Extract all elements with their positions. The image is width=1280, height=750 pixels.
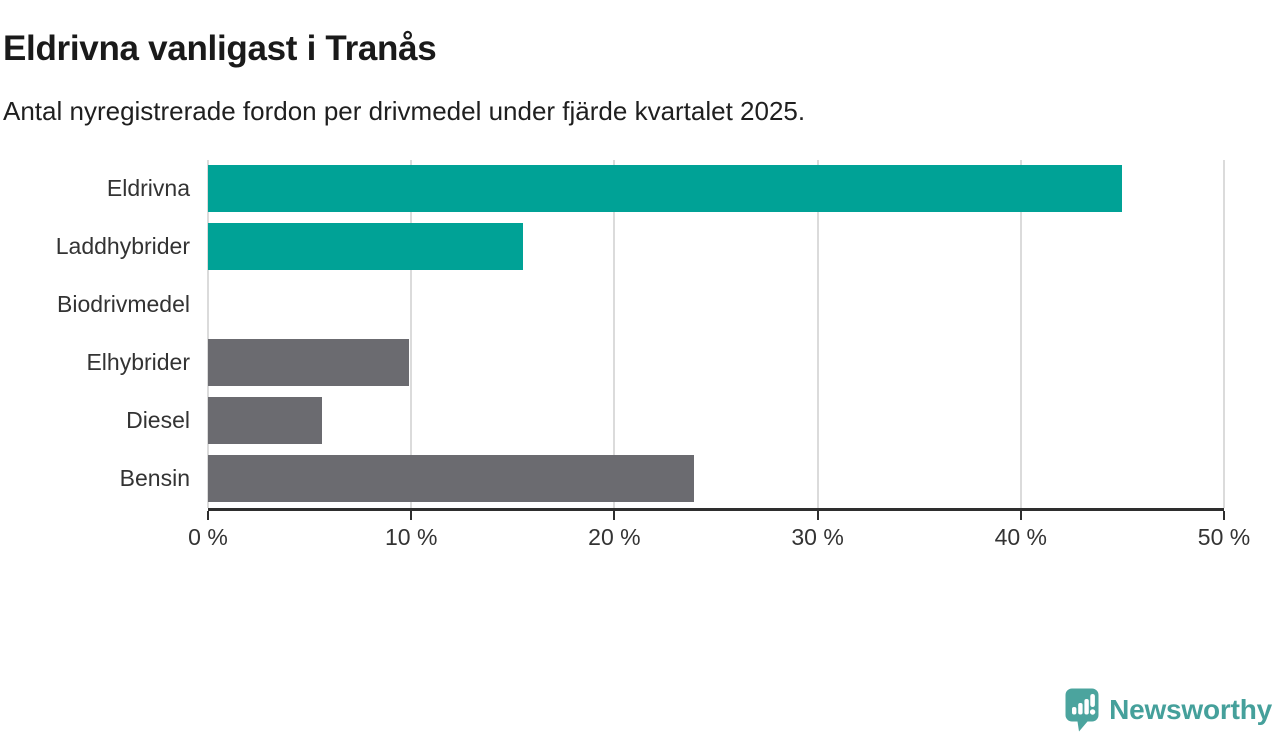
axis-tick-label: 0 % xyxy=(188,523,228,550)
bar xyxy=(208,223,523,270)
bar-row xyxy=(208,160,1224,218)
brand-label: Newsworthy xyxy=(1109,694,1272,725)
chart-page: Eldrivna vanligast i Tranås Antal nyregi… xyxy=(0,29,1280,750)
axis-tick xyxy=(410,510,413,520)
bar xyxy=(208,397,322,444)
category-label: Laddhybrider xyxy=(55,233,190,259)
category-label: Bensin xyxy=(119,465,190,491)
bar-row xyxy=(208,276,1224,334)
category-label: Biodrivmedel xyxy=(57,291,190,317)
axis-tick xyxy=(613,510,616,520)
category-label: Eldrivna xyxy=(106,175,190,201)
bar-chart: Eldrivna Laddhybrider Biodrivmedel Elhybrid… xyxy=(0,159,1280,563)
axis-tick-label: 10 % xyxy=(384,523,438,550)
category-label: Diesel xyxy=(126,407,190,433)
x-axis: 0 % 10 % 20 % 30 % 40 % 50 % xyxy=(188,510,1250,563)
plot-area xyxy=(207,159,1225,511)
footer-brand: Newsworthy xyxy=(1065,688,1272,732)
axis-tick-label: 40 % xyxy=(994,523,1048,550)
bar-row xyxy=(208,450,1224,508)
gridline xyxy=(613,159,616,508)
bar-row xyxy=(208,392,1224,450)
axis-tick xyxy=(207,510,209,520)
bar xyxy=(208,339,410,386)
axis-tick-label: 30 % xyxy=(791,523,844,550)
gridline xyxy=(1223,159,1225,508)
axis-tick xyxy=(1019,510,1022,520)
newsworthy-logo-icon xyxy=(1065,688,1099,732)
category-labels: Eldrivna Laddhybrider Biodrivmedel Elhybrid… xyxy=(0,160,208,563)
axis-tick-label: 20 % xyxy=(588,523,641,550)
bar-row xyxy=(208,334,1224,392)
bar xyxy=(208,165,1123,212)
axis-tick xyxy=(816,510,819,520)
gridline xyxy=(1019,159,1022,508)
gridline xyxy=(816,159,819,508)
gridline xyxy=(207,159,209,508)
page-title: Eldrivna vanligast i Tranås xyxy=(3,29,437,68)
page-subtitle: Antal nyregistrerade fordon per drivmede… xyxy=(3,95,806,126)
plot-wrap: 0 % 10 % 20 % 30 % 40 % 50 % xyxy=(188,159,1250,563)
category-label: Elhybrider xyxy=(86,349,190,375)
gridline xyxy=(410,159,413,508)
bar-row xyxy=(208,218,1224,276)
axis-tick xyxy=(1223,510,1225,520)
bar xyxy=(208,455,694,502)
axis-tick-label: 50 % xyxy=(1197,523,1251,550)
